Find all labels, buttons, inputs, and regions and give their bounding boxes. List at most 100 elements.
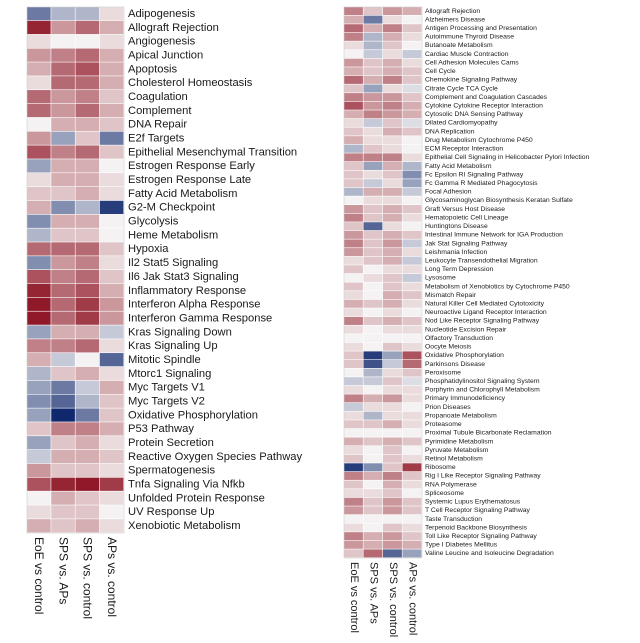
row-label: Focal Adhesion (425, 189, 472, 196)
heatmap-cell (363, 291, 383, 300)
heatmap-cell (383, 256, 402, 265)
heatmap-cell (402, 342, 422, 351)
heatmap-cell (402, 7, 422, 16)
heatmap-cell (402, 368, 422, 377)
heatmap-cell (383, 127, 402, 136)
row-label: Cardiac Muscle Contraction (425, 51, 509, 58)
heatmap-cell (402, 532, 422, 541)
heatmap-cell (344, 136, 363, 145)
row-label: Estrogen Response Late (128, 174, 251, 186)
row-label: Antigen Processing and Presentation (425, 25, 537, 32)
heatmap-cell (383, 24, 402, 33)
heatmap-cell (383, 506, 402, 515)
heatmap-cell (51, 270, 75, 284)
heatmap-cell (363, 84, 383, 93)
heatmap-cell (383, 196, 402, 205)
heatmap-cell (344, 454, 363, 463)
heatmap-cell (51, 477, 75, 491)
row-label: Retinol Metabolism (425, 455, 483, 462)
row-label: Jak Stat Signaling Pathway (425, 240, 508, 247)
heatmap-cell (344, 532, 363, 541)
row-label: Estrogen Response Early (128, 160, 255, 172)
heatmap-cell (402, 161, 422, 170)
heatmap-cell (402, 471, 422, 480)
heatmap-cell (75, 353, 100, 367)
row-label: RNA Polymerase (425, 481, 477, 488)
heatmap-cell (383, 144, 402, 153)
heatmap-cell (75, 519, 100, 533)
heatmap-cell (402, 446, 422, 455)
heatmap-cell (383, 273, 402, 282)
heatmap-cell (383, 540, 402, 549)
row-label: Mismatch Repair (425, 292, 477, 299)
heatmap-cell (383, 437, 402, 446)
heatmap-cell (383, 403, 402, 412)
heatmap-cell (344, 368, 363, 377)
heatmap-cell (383, 446, 402, 455)
column-label: SPS vs. APs (367, 562, 379, 624)
row-label: Coagulation (128, 91, 188, 103)
heatmap-cell (363, 480, 383, 489)
heatmap-cell (99, 477, 124, 491)
heatmap-cell (344, 24, 363, 33)
heatmap-cell (27, 131, 51, 145)
heatmap-cell (402, 239, 422, 248)
row-label: Olfactory Transduction (425, 335, 493, 342)
heatmap-cell (27, 477, 51, 491)
heatmap-cell (383, 213, 402, 222)
heatmap-cell (51, 422, 75, 436)
column-label: APs vs. control (105, 537, 119, 617)
heatmap-cell (363, 230, 383, 239)
heatmap-cell (344, 385, 363, 394)
heatmap-cell (51, 436, 75, 450)
heatmap-cell (344, 248, 363, 257)
row-label: Apoptosis (128, 63, 178, 75)
heatmap-cell (51, 491, 75, 505)
heatmap-cell (344, 325, 363, 334)
heatmap-cell (75, 463, 100, 478)
heatmap-cell (402, 170, 422, 179)
row-label: Tnfa Signaling Via Nfkb (128, 479, 245, 491)
heatmap-cell (383, 549, 402, 558)
row-label: Reactive Oxygen Species Pathway (128, 451, 303, 463)
heatmap-cell (27, 505, 51, 519)
heatmap-cell (99, 34, 124, 48)
heatmap-cell (27, 270, 51, 284)
heatmap-cell (344, 15, 363, 24)
heatmap-cell (383, 463, 402, 472)
heatmap-cell (383, 15, 402, 24)
heatmap-cell (75, 103, 100, 118)
heatmap-border (26, 6, 125, 534)
heatmap-cell (75, 20, 100, 35)
heatmap-cell (27, 353, 51, 367)
row-label: Fatty Acid Metabolism (425, 163, 492, 170)
heatmap-cell (363, 403, 383, 412)
heatmap-cell (383, 110, 402, 119)
row-label: Mitotic Spindle (128, 354, 201, 366)
heatmap-cell (99, 519, 124, 533)
heatmap-cell (51, 7, 75, 21)
row-label: Fc Epsilon RI Signaling Pathway (425, 171, 524, 178)
heatmap-cell (99, 76, 124, 90)
heatmap-cell (363, 101, 383, 110)
heatmap-cell (383, 93, 402, 102)
heatmap-cell (51, 325, 75, 339)
heatmap-cell (99, 48, 124, 62)
heatmap-cell (75, 48, 100, 62)
heatmap-cell (27, 519, 51, 533)
row-label: Cytokine Cytokine Receptor Interaction (425, 103, 543, 110)
row-label: Myc Targets V1 (128, 382, 205, 394)
heatmap-cell (75, 34, 100, 48)
row-label: Nucleotide Excision Repair (425, 326, 507, 333)
heatmap-cell (99, 311, 124, 325)
row-label: Interferon Gamma Response (128, 312, 272, 324)
heatmap-cell (27, 117, 51, 131)
heatmap-cell (363, 41, 383, 50)
heatmap-cell (99, 90, 124, 104)
column-label: EoE vs control (348, 562, 360, 633)
heatmap-cell (402, 101, 422, 110)
heatmap-cell (51, 408, 75, 422)
heatmap-cell (383, 316, 402, 325)
heatmap-cell (344, 213, 363, 222)
heatmap-cell (344, 394, 363, 403)
